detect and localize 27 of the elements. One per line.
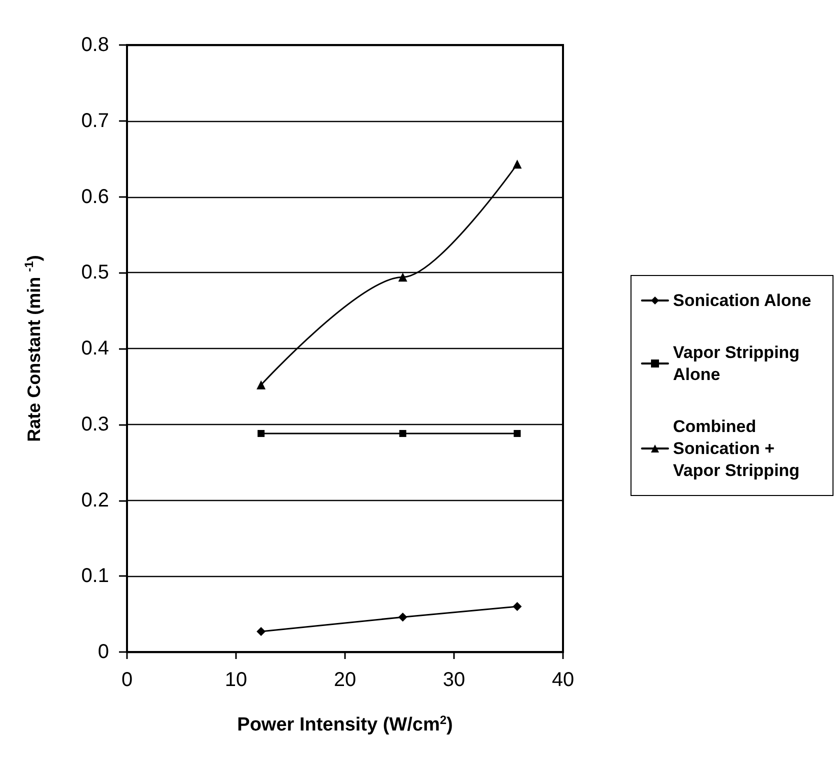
- y-tick-label: 0.8: [81, 34, 109, 56]
- point: [258, 430, 265, 437]
- point: [399, 430, 406, 437]
- point: [398, 272, 408, 282]
- y-tick-label: 0.6: [81, 186, 109, 208]
- x-tick-label: 10: [224, 669, 248, 691]
- y-tick-label: 0.5: [81, 262, 109, 284]
- point: [256, 380, 266, 390]
- legend-label: Vapor Stripping Alone: [673, 343, 804, 384]
- y-tick-label: 0.3: [81, 413, 109, 436]
- y-tick-label: 0.4: [81, 338, 109, 360]
- point: [398, 612, 408, 622]
- point: [514, 430, 521, 437]
- point: [512, 160, 522, 169]
- legend-label: Sonication Alone: [673, 291, 812, 310]
- x-tick-label: 0: [121, 669, 133, 691]
- point: [512, 602, 522, 611]
- y-tick-label: 0.1: [81, 565, 109, 588]
- y-tick-label: 0: [98, 641, 109, 663]
- legend-label: Combined Sonication + Vapor Stripping: [673, 417, 800, 480]
- x-tick-label: 30: [442, 669, 466, 691]
- point: [256, 627, 266, 636]
- x-tick-label: 40: [552, 669, 574, 691]
- y-tick-label: 0.2: [81, 489, 109, 512]
- y-axis-title: Rate Constant (min -1): [22, 255, 44, 442]
- y-tick-label: 0.7: [81, 110, 109, 132]
- x-tick-label: 20: [334, 669, 356, 691]
